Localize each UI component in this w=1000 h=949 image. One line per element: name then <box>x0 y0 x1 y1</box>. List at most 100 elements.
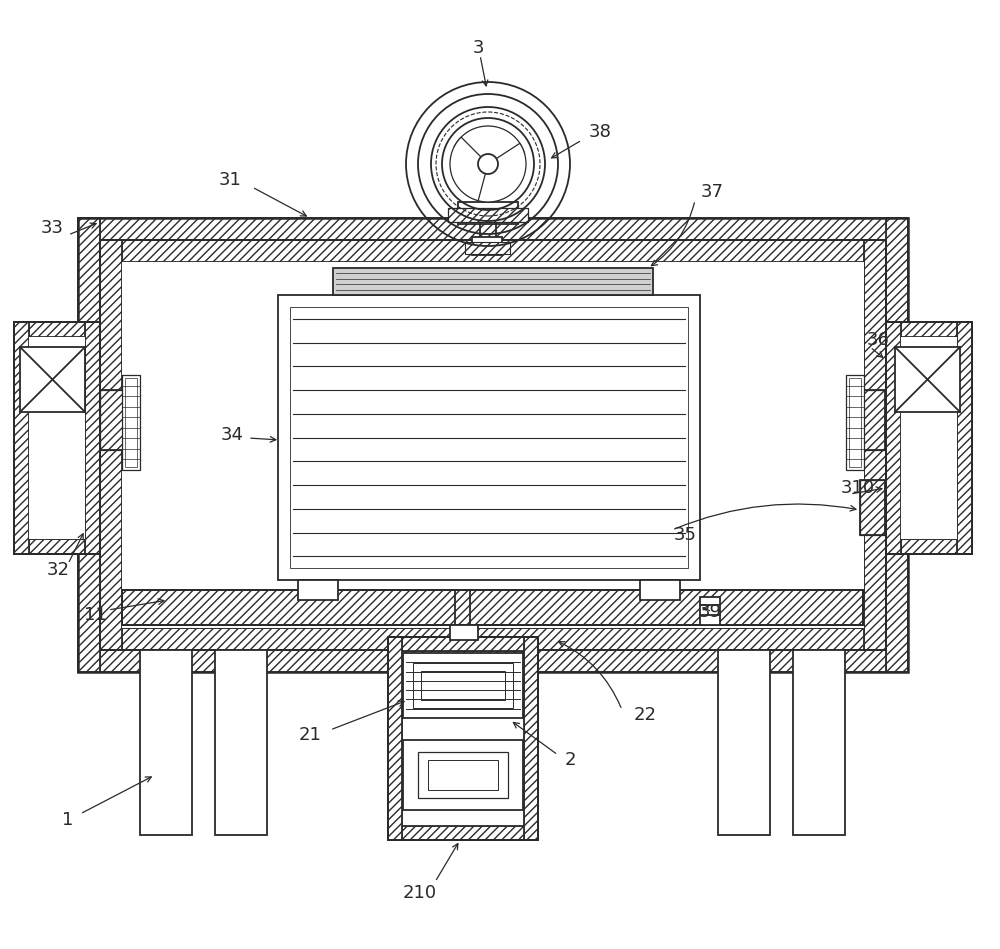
Bar <box>290 307 688 568</box>
Bar <box>886 322 901 554</box>
Bar <box>860 390 885 450</box>
Polygon shape <box>450 137 490 202</box>
Bar <box>418 752 508 798</box>
Text: 3: 3 <box>472 39 484 57</box>
Bar <box>413 663 513 708</box>
Bar <box>388 637 402 840</box>
Bar <box>886 322 972 337</box>
Bar <box>140 650 192 835</box>
Bar <box>85 322 100 554</box>
Text: 32: 32 <box>46 561 70 579</box>
Bar <box>901 337 957 539</box>
Bar <box>886 218 908 672</box>
Bar <box>298 580 338 600</box>
Polygon shape <box>454 126 525 162</box>
Text: 31: 31 <box>219 171 241 189</box>
Bar <box>122 590 863 625</box>
Bar <box>388 637 538 651</box>
Bar <box>78 218 908 672</box>
Bar <box>864 240 886 650</box>
Text: 34: 34 <box>220 426 244 444</box>
Bar <box>100 390 125 450</box>
Text: 21: 21 <box>299 726 321 744</box>
Text: 36: 36 <box>867 331 889 349</box>
Text: 1: 1 <box>62 811 74 829</box>
Bar <box>14 322 29 554</box>
Bar <box>448 208 528 222</box>
Text: 11: 11 <box>84 606 106 624</box>
Bar <box>388 637 402 840</box>
Bar <box>388 826 538 840</box>
Bar <box>860 390 885 450</box>
Bar <box>458 202 518 224</box>
Bar <box>524 637 538 840</box>
Bar <box>388 637 538 651</box>
Bar <box>14 539 100 554</box>
Bar <box>886 218 908 672</box>
Text: 22: 22 <box>634 706 656 724</box>
Bar <box>388 826 538 840</box>
Bar <box>29 337 85 539</box>
Bar <box>100 240 886 650</box>
Text: 37: 37 <box>700 183 724 201</box>
Text: 35: 35 <box>674 526 696 544</box>
Bar <box>100 240 122 650</box>
Bar <box>388 637 538 840</box>
Bar <box>403 653 523 718</box>
Bar <box>333 268 653 295</box>
Bar <box>78 218 100 672</box>
Text: 310: 310 <box>841 479 875 497</box>
Bar <box>640 580 680 600</box>
Bar <box>14 322 100 337</box>
Bar <box>100 628 886 650</box>
Bar <box>20 347 85 412</box>
Bar <box>14 322 29 554</box>
Bar <box>122 590 863 625</box>
Bar <box>421 671 505 700</box>
Bar <box>886 322 972 337</box>
Bar <box>215 650 267 835</box>
Bar <box>403 740 523 810</box>
Bar <box>100 628 886 650</box>
Bar <box>860 480 885 535</box>
Bar <box>472 237 502 255</box>
Bar <box>78 650 908 672</box>
Bar <box>886 322 901 554</box>
Bar <box>886 539 972 554</box>
Bar <box>465 242 510 254</box>
Bar <box>957 322 972 554</box>
Bar <box>860 480 885 535</box>
Bar <box>793 650 845 835</box>
Text: 210: 210 <box>403 884 437 902</box>
Bar <box>895 347 960 412</box>
Bar <box>849 378 861 467</box>
Bar <box>278 295 700 580</box>
Bar <box>957 322 972 554</box>
Bar <box>14 322 100 554</box>
Bar <box>78 650 908 672</box>
Bar <box>122 590 863 625</box>
Bar <box>428 760 498 790</box>
Bar <box>718 650 770 835</box>
Bar <box>14 539 100 554</box>
Bar <box>524 637 538 840</box>
Bar <box>448 208 528 222</box>
Bar <box>886 539 972 554</box>
Bar <box>78 218 908 240</box>
Bar <box>450 625 478 640</box>
Bar <box>860 480 885 535</box>
Bar <box>122 375 140 470</box>
Text: 39: 39 <box>698 603 722 621</box>
Bar <box>125 378 137 467</box>
Bar <box>100 240 886 262</box>
Bar <box>100 390 125 450</box>
Bar <box>465 242 510 254</box>
Bar <box>85 322 100 554</box>
Bar <box>14 322 100 337</box>
Bar <box>886 322 972 554</box>
Bar <box>700 597 720 625</box>
Bar <box>78 218 908 240</box>
Text: 38: 38 <box>589 123 611 141</box>
Bar <box>860 390 885 450</box>
Bar <box>100 240 886 262</box>
